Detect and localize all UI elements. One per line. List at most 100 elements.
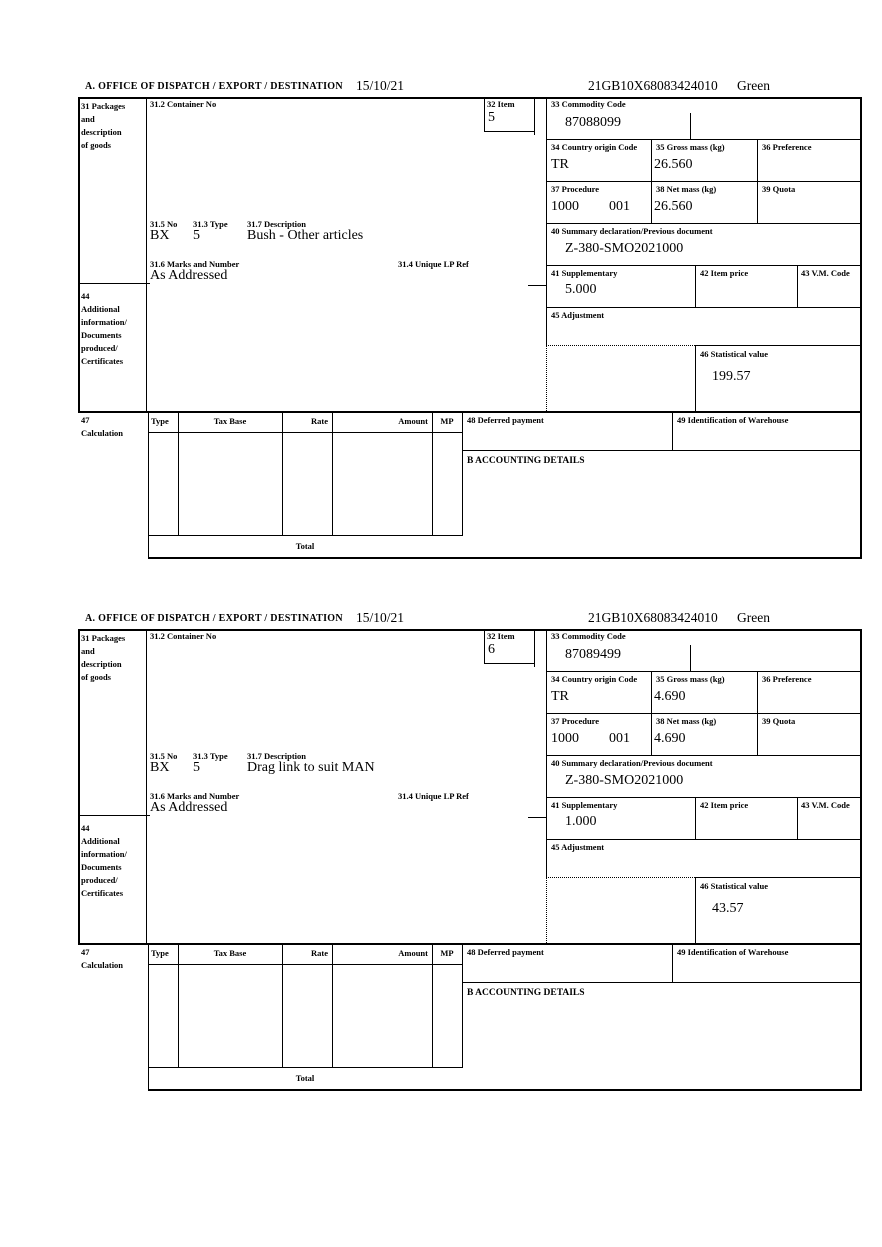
divider [690, 113, 692, 139]
calc-col-amount-label: Amount [398, 416, 428, 426]
box34-country-origin-label: 34 Country origin Code [551, 674, 638, 684]
package-type-value: 5 [193, 228, 200, 243]
box31-packages-label: of goods [81, 140, 111, 150]
box44-additional-info-label: Documents [81, 862, 122, 872]
entry-number-value: 21GB10X68083424010 [588, 78, 718, 93]
procedure-value: 1000 [551, 731, 579, 746]
supplementary-value: 5.000 [565, 282, 597, 297]
divider [78, 97, 80, 411]
divider [797, 265, 799, 307]
box44-additional-info-label: 44 [81, 291, 90, 301]
divider [432, 943, 434, 1068]
box43-vm-code-label: 43 V.M. Code [801, 800, 850, 810]
divider [695, 797, 697, 839]
box44-additional-info-label: produced/ [81, 343, 118, 353]
divider [860, 629, 862, 1091]
box36-preference-label: 36 Preference [762, 674, 812, 684]
box45-adjustment-label: 45 Adjustment [551, 842, 605, 852]
box44-additional-info-label: Additional [81, 304, 120, 314]
package-no-value: BX [150, 760, 170, 775]
divider [546, 307, 861, 309]
goods-description-value: Bush - Other articles [247, 228, 364, 243]
divider [546, 755, 861, 757]
customs-item-sheet: A. OFFICE OF DISPATCH / EXPORT / DESTINA… [0, 75, 882, 575]
divider [651, 139, 653, 223]
net-mass-value: 4.690 [654, 731, 686, 746]
divider [78, 97, 862, 99]
procedure-code-value: 001 [609, 731, 630, 746]
dotted-divider [546, 877, 695, 878]
box32-item-label: 32 Item [487, 99, 515, 109]
calc-col-type-label: Type [151, 416, 169, 426]
accounting-details-label: B ACCOUNTING DETAILS [467, 456, 585, 466]
office-of-dispatch-label: A. OFFICE OF DISPATCH / EXPORT / DESTINA… [85, 81, 343, 92]
divider [672, 411, 674, 450]
divider [78, 629, 862, 631]
supplementary-value: 1.000 [565, 814, 597, 829]
box31-packages-label: and [81, 114, 95, 124]
calc-col-mp-label: MP [440, 948, 454, 958]
box31-4-unique-lp-ref-label: 31.4 Unique LP Ref [398, 259, 469, 269]
divider [757, 139, 759, 223]
calc-col-mp-label: MP [440, 416, 454, 426]
office-of-dispatch-label: A. OFFICE OF DISPATCH / EXPORT / DESTINA… [85, 613, 343, 624]
procedure-code-value: 001 [609, 199, 630, 214]
previous-document-value: Z-380-SMO2021000 [565, 773, 684, 788]
box49-warehouse-label: 49 Identification of Warehouse [677, 415, 789, 425]
box31-6-marks-label: 31.6 Marks and Number [150, 791, 240, 801]
date-value: 15/10/21 [356, 78, 405, 93]
customs-item-sheet: A. OFFICE OF DISPATCH / EXPORT / DESTINA… [0, 607, 882, 1107]
box48-deferred-payment-label: 48 Deferred payment [467, 415, 544, 425]
divider [148, 964, 463, 966]
divider [534, 629, 536, 667]
divider [546, 97, 548, 345]
divider [148, 535, 463, 537]
box46-statistical-value-label: 46 Statistical value [700, 881, 768, 891]
box33-commodity-code-label: 33 Commodity Code [551, 631, 626, 641]
gross-mass-value: 4.690 [654, 689, 686, 704]
procedure-value: 1000 [551, 199, 579, 214]
divider [546, 671, 861, 673]
divider [546, 797, 861, 799]
calc-col-tax-base-label: Tax Base [213, 948, 247, 958]
box31-3-type-label: 31.3 Type [193, 219, 228, 229]
divider [148, 1067, 463, 1069]
box31-5-no-label: 31.5 No [150, 219, 178, 229]
divider [282, 411, 284, 536]
box38-net-mass-label: 38 Net mass (kg) [656, 184, 717, 194]
box36-preference-label: 36 Preference [762, 142, 812, 152]
box42-item-price-label: 42 Item price [700, 268, 749, 278]
box47-calculation-label: Calculation [81, 960, 124, 970]
item-number-value: 6 [488, 642, 495, 657]
box37-procedure-label: 37 Procedure [551, 184, 600, 194]
item-number-value: 5 [488, 110, 495, 125]
box41-supplementary-label: 41 Supplementary [551, 800, 618, 810]
divider [78, 943, 862, 945]
box47-calculation-label: 47 [81, 415, 90, 425]
net-mass-value: 26.560 [654, 199, 693, 214]
box34-country-origin-label: 34 Country origin Code [551, 142, 638, 152]
total-label: Total [295, 1073, 315, 1083]
box31-packages-label: of goods [81, 672, 111, 682]
divider [546, 265, 861, 267]
box33-commodity-code-label: 33 Commodity Code [551, 99, 626, 109]
box31-packages-label: and [81, 646, 95, 656]
calc-col-amount-label: Amount [398, 948, 428, 958]
divider [148, 432, 463, 434]
box41-supplementary-label: 41 Supplementary [551, 268, 618, 278]
box31-7-description-label: 31.7 Description [247, 751, 307, 761]
divider [78, 411, 862, 413]
divider [484, 629, 486, 663]
divider [797, 797, 799, 839]
dotted-divider [546, 345, 547, 411]
divider [695, 345, 862, 347]
box44-additional-info-label: Certificates [81, 888, 124, 898]
box31-packages-label: 31 Packages [81, 101, 126, 111]
calc-col-rate-label: Rate [311, 948, 328, 958]
date-value: 15/10/21 [356, 610, 405, 625]
divider [332, 943, 334, 1068]
divider [651, 671, 653, 755]
divider [146, 97, 148, 411]
accounting-details-label: B ACCOUNTING DETAILS [467, 988, 585, 998]
